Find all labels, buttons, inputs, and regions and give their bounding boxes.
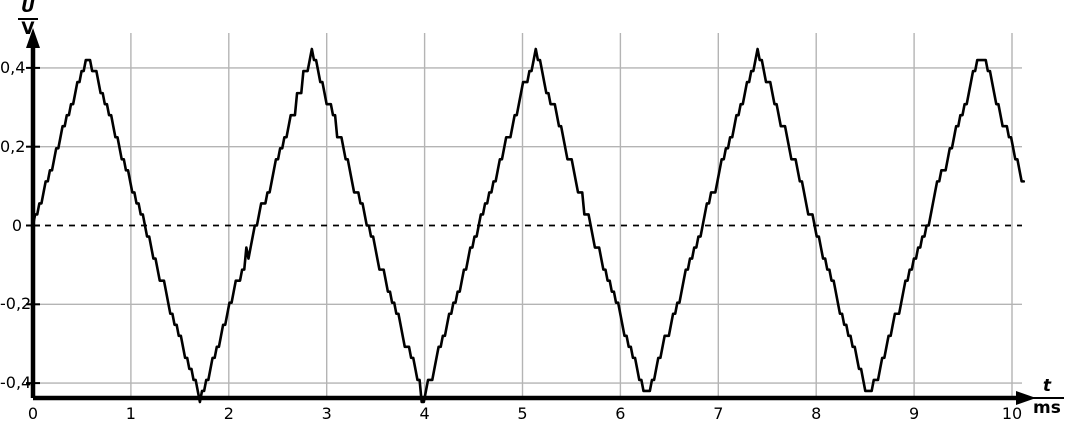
grid-lines [33, 33, 1022, 398]
x-axis-label-numerator: t [1042, 376, 1051, 396]
y-axis-label: U V [18, 0, 38, 39]
data-series-line [31, 47, 1026, 404]
x-axis-label-denominator: ms [1033, 397, 1061, 418]
x-axis-label-fraction-bar [1030, 396, 1064, 399]
y-axis-tick-label: -0,2 [0, 294, 32, 314]
x-axis-tick-label: 2 [223, 404, 234, 423]
x-axis-tick-label: 1 [125, 404, 136, 423]
x-axis-label: t ms [1030, 376, 1064, 418]
y-axis-tick-label: -0,4 [0, 373, 32, 393]
x-axis-tick-label: 10 [1001, 404, 1023, 423]
x-axis-tick-label: 5 [517, 404, 528, 423]
x-axis-tick-label: 6 [615, 404, 626, 423]
y-axis-label-denominator: V [21, 18, 35, 39]
x-axis-tick-label: 0 [27, 404, 39, 423]
x-axis-tick-label: 4 [419, 404, 430, 423]
y-axis-label-numerator: U [21, 0, 35, 17]
axes-lines [26, 28, 1036, 405]
y-axis-tick-label: 0,2 [0, 136, 26, 156]
y-axis-label-fraction-bar [18, 17, 38, 20]
series-line-voltage [31, 47, 1026, 404]
y-axis-tick-label: 0,4 [0, 57, 26, 77]
y-axis-tick-label: 0 [11, 215, 22, 235]
x-axis-tick-label: 7 [713, 404, 724, 423]
x-axis-arrowhead [1016, 391, 1036, 405]
x-axis-tick-label: 9 [909, 404, 920, 423]
y-axis-arrowhead [26, 28, 40, 48]
x-axis-tick-label: 8 [811, 404, 822, 423]
x-axis-tick-label: 3 [321, 404, 332, 423]
